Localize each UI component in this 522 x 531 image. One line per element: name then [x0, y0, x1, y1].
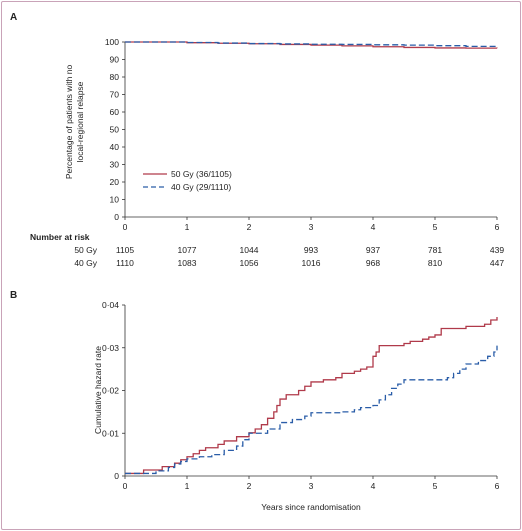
panel-a-x-tick-label: 1	[185, 222, 190, 232]
risk-value-40gy: 1016	[302, 258, 321, 268]
panel-b-plot	[124, 305, 498, 477]
panel-a-ylabel-line-2: local-regional relapse	[75, 81, 85, 162]
legend-label-40gy: 40 Gy (29/1110)	[171, 182, 231, 192]
panel-a-legend: 50 Gy (36/1105) 40 Gy (29/1110)	[143, 169, 232, 192]
panel-a-x-tick-label: 5	[433, 222, 438, 232]
risk-value-40gy: 810	[428, 258, 442, 268]
panel-a-y-tick-label: 80	[110, 72, 120, 82]
panel-a-x-tick-label: 0	[123, 222, 128, 232]
panel-b-y-tick-label: 0·02	[102, 386, 119, 396]
panel-a-y-tick-label: 0	[114, 212, 119, 222]
panel-b-y-tick-label: 0·04	[102, 300, 119, 310]
panel-b-x-tick-label: 6	[495, 481, 500, 491]
panel-b-line-40gy	[125, 345, 498, 475]
panel-b-x-ticks: 0 1 2 3 4 5 6	[123, 476, 500, 491]
panel-a-y-tick-label: 60	[110, 107, 120, 117]
risk-value-50gy: 993	[304, 245, 318, 255]
risk-value-50gy: 1077	[178, 245, 197, 255]
panel-a-x-tick-label: 2	[247, 222, 252, 232]
panel-b-letter: B	[10, 290, 17, 301]
panel-b-x-tick-label: 3	[309, 481, 314, 491]
legend-label-50gy: 50 Gy (36/1105)	[171, 169, 232, 179]
risk-value-40gy: 1110	[116, 258, 134, 268]
panel-a-x-tick-label: 4	[371, 222, 376, 232]
panel-b-x-tick-label: 5	[433, 481, 438, 491]
risk-row-label-40gy: 40 Gy	[74, 258, 97, 268]
risk-value-40gy: 1083	[178, 258, 197, 268]
panel-b-x-tick-label: 4	[371, 481, 376, 491]
risk-value-40gy: 1056	[240, 258, 259, 268]
panel-a-letter: A	[10, 12, 17, 23]
panel-a-y-tick-label: 50	[110, 125, 120, 135]
risk-value-50gy: 1044	[240, 245, 259, 255]
panel-a-y-tick-label: 20	[110, 177, 120, 187]
panel-a-line-50gy	[125, 41, 498, 49]
panel-b-y-tick-label: 0·01	[102, 428, 119, 438]
panel-a-x-ticks: 0 1 2 3 4 5 6	[123, 217, 500, 232]
panel-b-x-tick-label: 1	[185, 481, 190, 491]
panel-a-y-tick-label: 90	[110, 55, 120, 65]
panel-b-x-tick-label: 0	[123, 481, 128, 491]
panel-a-y-tick-label: 70	[110, 90, 120, 100]
panel-a-x-tick-label: 6	[495, 222, 500, 232]
panel-b-y-tick-label: 0	[114, 471, 119, 481]
panel-a-y-ticks: 0 10 20 30 40 50 60 70 80 90 100	[105, 37, 125, 222]
panel-a-line-40gy	[125, 41, 498, 48]
panel-b-ylabel: Cumulative hazard rate	[93, 346, 103, 434]
risk-value-50gy: 439	[490, 245, 504, 255]
number-at-risk-values: 1105 1077 1044 993 937 781 439 1110 1083 1056 1016…	[116, 245, 505, 268]
panel-b-y-ticks: 0 0·01 0·02 0·03 0·04	[102, 300, 125, 481]
risk-value-50gy: 1105	[116, 245, 135, 255]
risk-value-40gy: 968	[366, 258, 380, 268]
panel-b-x-tick-label: 2	[247, 481, 252, 491]
panel-a-y-tick-label: 30	[110, 160, 120, 170]
risk-value-50gy: 781	[428, 245, 442, 255]
panel-b-xlabel: Years since randomisation	[261, 502, 361, 512]
panel-a-ylabel-line-1: Percentage of patients with no	[64, 65, 74, 180]
number-at-risk-header: Number at risk	[30, 232, 90, 242]
panel-b-y-tick-label: 0·03	[102, 343, 119, 353]
risk-value-50gy: 937	[366, 245, 380, 255]
risk-row-label-50gy: 50 Gy	[74, 245, 97, 255]
risk-value-40gy: 447	[490, 258, 504, 268]
panel-a-y-tick-label: 10	[110, 195, 120, 205]
panel-b-line-50gy	[125, 316, 498, 475]
panel-a-x-tick-label: 3	[309, 222, 314, 232]
panel-a-y-tick-label: 40	[110, 142, 120, 152]
panel-a-y-tick-label: 100	[105, 37, 119, 47]
